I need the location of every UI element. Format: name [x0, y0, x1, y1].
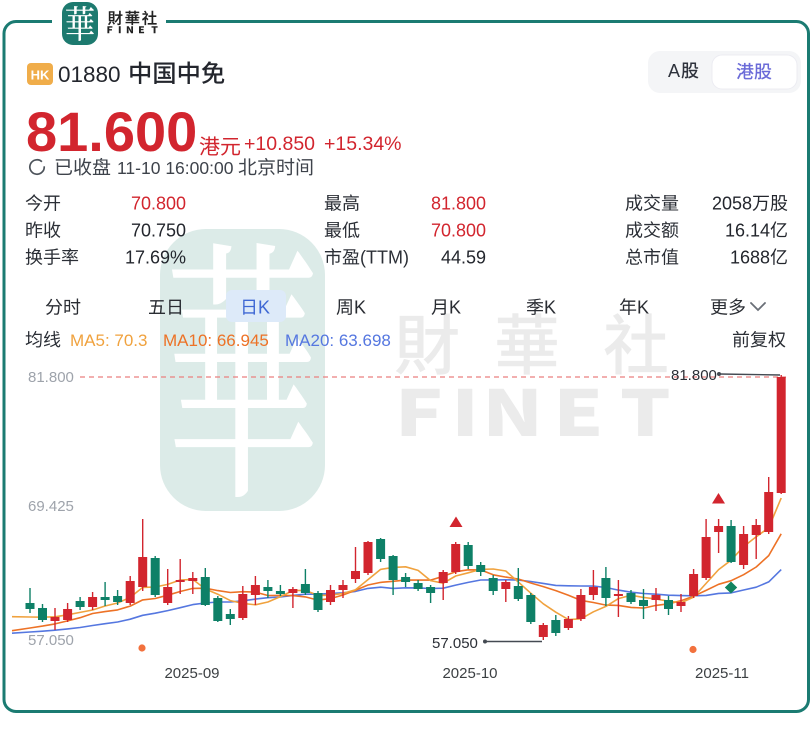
svg-text:17.69%: 17.69% — [125, 248, 186, 268]
svg-text:(TTM): (TTM) — [360, 248, 409, 268]
svg-text:69.425: 69.425 — [28, 498, 74, 515]
svg-text:57.050: 57.050 — [28, 632, 74, 649]
svg-text:K: K — [449, 298, 461, 318]
svg-text:MA5: 70.3: MA5: 70.3 — [70, 331, 148, 350]
svg-text:A: A — [668, 61, 680, 81]
svg-text:11-10 16:00:00: 11-10 16:00:00 — [117, 158, 234, 178]
svg-text:K: K — [637, 298, 649, 318]
svg-text:81.800: 81.800 — [431, 194, 486, 214]
svg-text:K: K — [354, 298, 366, 318]
svg-text:16.14: 16.14 — [725, 221, 770, 241]
svg-text:2025-11: 2025-11 — [695, 665, 749, 682]
svg-text:MA20: 63.698: MA20: 63.698 — [285, 331, 391, 350]
svg-text:70.800: 70.800 — [131, 194, 186, 214]
svg-text:81.800: 81.800 — [28, 369, 74, 386]
svg-text:MA10: 66.945: MA10: 66.945 — [163, 331, 269, 350]
svg-text:70.750: 70.750 — [131, 221, 186, 241]
svg-text:2025-09: 2025-09 — [164, 665, 219, 682]
svg-text:70.800: 70.800 — [431, 221, 486, 241]
svg-text:1688: 1688 — [730, 248, 770, 268]
svg-text:81.600: 81.600 — [26, 100, 197, 163]
svg-text:44.59: 44.59 — [441, 248, 486, 268]
svg-text:57.050: 57.050 — [432, 635, 478, 652]
svg-text:2058: 2058 — [712, 194, 752, 214]
svg-text:+15.34%: +15.34% — [324, 133, 402, 155]
svg-text:2025-10: 2025-10 — [442, 665, 497, 682]
svg-text:HK: HK — [31, 68, 50, 83]
svg-text:+10.850: +10.850 — [244, 133, 315, 155]
svg-text:K: K — [258, 298, 270, 318]
svg-text:K: K — [544, 298, 556, 318]
svg-text:01880: 01880 — [58, 62, 121, 87]
svg-text:81.800: 81.800 — [671, 367, 717, 384]
